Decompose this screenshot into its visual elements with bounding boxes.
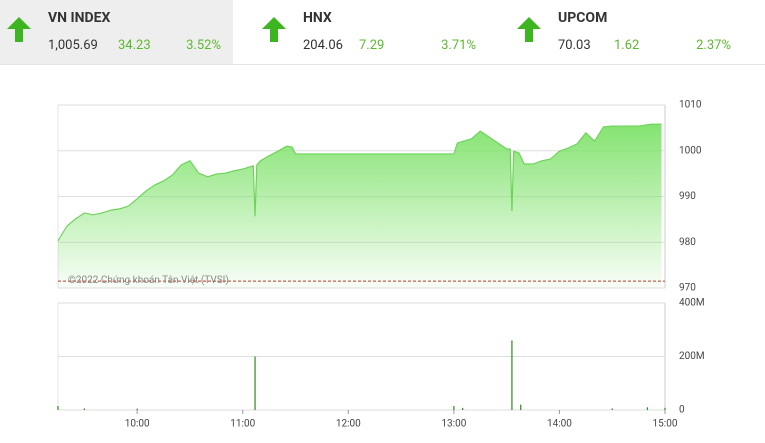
up-arrow xyxy=(7,17,31,42)
bar xyxy=(511,340,513,410)
x-tick-label: 13:00 xyxy=(441,419,466,430)
y-tick-label: 400M xyxy=(679,298,705,309)
bar xyxy=(664,407,666,410)
bar xyxy=(83,408,85,410)
y-tick-label: 1000 xyxy=(679,145,702,156)
y-tick-label: 970 xyxy=(679,283,696,294)
x-tick-label: 14:00 xyxy=(547,419,572,430)
watermark: ©2022 Chứng khoán Tân Việt (TVSI) xyxy=(68,274,229,286)
y-tick-label: 0 xyxy=(679,405,685,416)
index-percent: 2.37% xyxy=(696,38,731,53)
line xyxy=(57,123,662,242)
bar xyxy=(520,404,522,410)
index-bar: VN INDEX 1,005.69 34.23 3.52% HNX 204.06 7.29… xyxy=(0,0,765,65)
up-arrow xyxy=(262,17,286,42)
bar xyxy=(646,407,649,410)
index-change: 34.23 xyxy=(118,38,151,53)
chart: 970 980 990 1000 1010 ©2022 Chứng khoán Tân V… xyxy=(57,100,705,430)
bar xyxy=(254,356,256,410)
bar xyxy=(57,405,59,410)
index-value: 1,005.69 xyxy=(48,38,98,53)
index-name: UPCOM xyxy=(558,10,608,26)
y-tick-label: 200M xyxy=(679,351,705,362)
x-tick-label: 12:00 xyxy=(336,419,361,430)
x-tick-label: 15:00 xyxy=(653,419,678,430)
area xyxy=(58,124,662,288)
x-tick-label: 11:00 xyxy=(230,419,255,430)
index-tile: UPCOM 70.03 1.62 2.37% xyxy=(510,0,743,64)
index-percent: 3.71% xyxy=(441,38,476,53)
bar xyxy=(136,408,138,410)
up-arrow xyxy=(517,17,541,42)
bar xyxy=(453,405,455,410)
index-name: VN INDEX xyxy=(48,10,111,26)
y-tick-label: 990 xyxy=(679,191,696,202)
bar xyxy=(462,407,464,410)
index-tile: VN INDEX 1,005.69 34.23 3.52% xyxy=(0,0,233,64)
index-value: 70.03 xyxy=(558,38,591,53)
index-percent: 3.52% xyxy=(186,38,221,53)
index-name: HNX xyxy=(303,10,332,26)
bar xyxy=(611,408,613,410)
y-tick-label: 1010 xyxy=(679,100,702,111)
x-tick-label: 10:00 xyxy=(125,419,150,430)
index-change: 7.29 xyxy=(359,38,385,53)
index-tile: HNX 204.06 7.29 3.71% xyxy=(255,0,488,64)
y-tick-label: 980 xyxy=(679,237,696,248)
index-change: 1.62 xyxy=(614,38,640,53)
index-value: 204.06 xyxy=(303,38,343,53)
